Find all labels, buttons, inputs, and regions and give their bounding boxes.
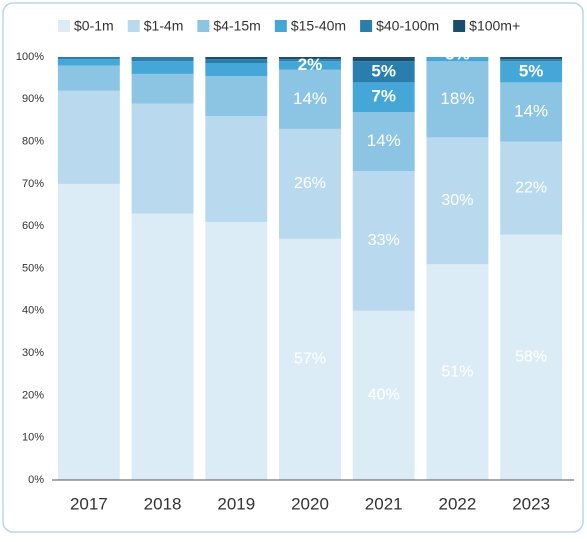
data-label: 58% [515,349,547,366]
legend-swatch [58,20,70,32]
bar-segment [352,82,415,112]
x-tick-label: 2017 [70,494,108,513]
y-tick-label: 100% [16,51,44,63]
data-label: 14% [293,89,327,108]
data-label: 2% [298,55,323,74]
bar-segment [131,213,194,480]
data-label: 40% [368,387,400,404]
data-label: 33% [368,232,400,249]
bar-segment [426,61,489,138]
data-label: 7% [371,87,396,106]
bar-segment [352,61,415,83]
y-tick-label: 0% [28,474,44,486]
legend-label: $1-4m [144,18,184,34]
bar-segment [279,238,341,480]
bar-segment [279,128,341,239]
chart-frame [2,2,584,533]
data-label: 22% [515,179,547,196]
legend-swatch [360,20,373,32]
bar-segment [279,61,341,70]
y-tick-label: 80% [22,136,44,148]
bar-segment [131,103,194,214]
bar-segment [131,61,194,74]
legend-label: $15-40m [291,18,346,34]
x-tick-label: 2021 [365,494,403,513]
y-tick-label: 60% [22,220,44,232]
y-tick-label: 10% [22,432,44,444]
y-tick-label: 70% [22,178,44,190]
plot-area [57,57,563,480]
y-tick-label: 50% [22,262,44,274]
data-label: 14% [514,101,548,120]
data-label: 14% [367,131,401,150]
bar-segment [57,183,120,480]
bar-segment [279,59,341,62]
bar-segment [500,82,563,142]
bar-segment [279,69,341,129]
data-label: 18% [440,89,474,108]
x-tick-label: 2020 [291,494,329,513]
bar-segment [500,141,563,235]
data-label: 30% [441,192,473,209]
data-label: 3% [445,44,470,63]
x-tick-label: 2018 [144,494,182,513]
bar-segment [131,73,194,104]
bar-segment [205,116,268,222]
legend-swatch [274,20,287,32]
bar-segment [279,57,341,60]
bar-segment [500,61,563,83]
data-label: 51% [441,363,473,380]
y-tick-label: 40% [22,305,44,317]
legend-swatch [453,20,466,32]
bar-segment [352,310,415,480]
bar-segment [205,59,268,64]
bar-segment [352,171,415,311]
bar-segment [205,57,268,60]
legend-swatch [197,20,210,32]
bar-segment [426,57,489,62]
bar-segment [500,59,563,62]
bar-segment [57,57,120,60]
legend-swatch [127,20,140,32]
bar-segment [57,65,120,91]
bar-segment [500,234,563,480]
x-tick-label: 2023 [512,494,550,513]
y-tick-label: 20% [22,389,44,401]
legend-label: $0-1m [74,18,114,34]
y-tick-label: 30% [22,347,44,359]
data-label: 5% [371,61,396,80]
bar-segment [57,59,120,66]
data-label: 26% [294,175,326,192]
x-tick-label: 2019 [217,494,255,513]
bar-segment [205,221,268,480]
bar-segment [205,63,268,77]
legend-label: $40-100m [376,18,439,34]
bar-segment [426,137,489,265]
bar-segment [352,57,415,62]
bar-segment [57,90,120,184]
data-label: 5% [519,61,544,80]
bar-segment [352,111,415,172]
legend-label: $4-15m [213,18,260,34]
y-tick-label: 90% [22,93,44,105]
bar-segment [131,57,194,62]
bar-segment [426,264,489,480]
bar-segment [205,76,268,117]
x-tick-label: 2022 [439,494,477,513]
data-label: 57% [294,351,326,368]
bar-segment [500,57,563,60]
legend-label: $100m+ [469,18,520,34]
